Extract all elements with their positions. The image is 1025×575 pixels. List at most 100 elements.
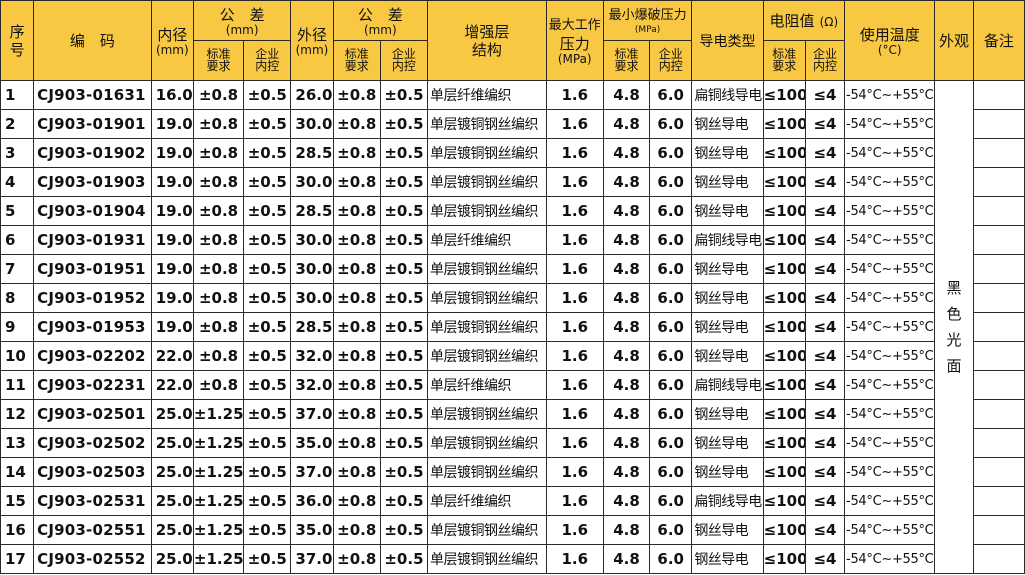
cell-max-working-pressure: 1.6 <box>545 167 604 197</box>
cell-conductor-type: 扁铜线导电 <box>691 80 764 110</box>
cell-inner-diameter: 25.0 <box>150 428 194 458</box>
cell-outer-diameter: 35.0 <box>290 428 334 458</box>
cell-burst-ent: 6.0 <box>649 515 693 545</box>
cell-code: CJ903-01951 <box>33 254 152 284</box>
cell-resistance-ent: ≤4 <box>804 167 846 197</box>
cell-inner-tol-std: ±0.8 <box>192 225 245 255</box>
cell-no: 7 <box>0 254 35 284</box>
header-outer-diameter: 外径 (mm) <box>290 0 334 81</box>
cell-burst-std: 4.8 <box>602 544 651 574</box>
cell-outer-diameter: 30.0 <box>290 225 334 255</box>
cell-inner-diameter: 19.0 <box>150 225 194 255</box>
cell-outer-tol-std: ±0.8 <box>332 312 381 342</box>
header-appearance: 外观 <box>934 0 974 81</box>
cell-temperature: -54°C~+55°C <box>844 196 936 226</box>
cell-outer-tol-ent: ±0.5 <box>379 109 429 139</box>
cell-outer-diameter: 37.0 <box>290 399 334 429</box>
cell-code: CJ903-01902 <box>33 138 152 168</box>
cell-code: CJ903-01953 <box>33 312 152 342</box>
cell-burst-ent: 6.0 <box>649 544 693 574</box>
cell-temperature: -54°C~+55°C <box>844 399 936 429</box>
cell-resistance-ent: ≤4 <box>804 399 846 429</box>
cell-inner-tol-ent: ±0.5 <box>243 196 292 226</box>
cell-remark <box>972 138 1025 168</box>
cell-code: CJ903-01901 <box>33 109 152 139</box>
table-row: 14 CJ903-02503 25.0 ±1.25 ±0.5 37.0 ±0.8 ±0.5 单层… <box>0 457 1025 487</box>
cell-inner-tol-std: ±0.8 <box>192 109 245 139</box>
cell-resistance-ent: ≤4 <box>804 109 846 139</box>
cell-outer-tol-ent: ±0.5 <box>379 428 429 458</box>
cell-conductor-type: 钢丝导电 <box>691 138 764 168</box>
cell-inner-diameter: 25.0 <box>150 486 194 516</box>
cell-resistance-ent: ≤4 <box>804 544 846 574</box>
cell-max-working-pressure: 1.6 <box>545 370 604 400</box>
cell-resistance-ent: ≤4 <box>804 225 846 255</box>
cell-burst-std: 4.8 <box>602 457 651 487</box>
cell-conductor-type: 钢丝导电 <box>691 399 764 429</box>
cell-burst-ent: 6.0 <box>649 167 693 197</box>
cell-outer-diameter: 35.0 <box>290 515 334 545</box>
cell-resistance-std: ≤100 <box>762 515 806 545</box>
cell-remark <box>972 109 1025 139</box>
header-reinforcement: 增强层 结构 <box>427 0 547 81</box>
cell-temperature: -54°C~+55°C <box>844 428 936 458</box>
cell-reinforcement: 单层镀铜钢丝编织 <box>427 254 547 284</box>
cell-outer-tol-ent: ±0.5 <box>379 225 429 255</box>
cell-resistance-ent: ≤4 <box>804 341 846 371</box>
cell-resistance-std: ≤100 <box>762 109 806 139</box>
cell-temperature: -54°C~+55°C <box>844 254 936 284</box>
cell-temperature: -54°C~+55°C <box>844 225 936 255</box>
cell-reinforcement: 单层镀铜钢丝编织 <box>427 138 547 168</box>
header-remark: 备注 <box>972 0 1025 81</box>
cell-resistance-std: ≤100 <box>762 80 806 110</box>
cell-inner-diameter: 19.0 <box>150 283 194 313</box>
table-row: 3 CJ903-01902 19.0 ±0.8 ±0.5 28.5 ±0.8 ±0.5 单层镀铜… <box>0 138 1025 168</box>
cell-inner-diameter: 19.0 <box>150 254 194 284</box>
cell-outer-diameter: 26.0 <box>290 80 334 110</box>
cell-outer-diameter: 28.5 <box>290 138 334 168</box>
cell-resistance-ent: ≤4 <box>804 428 846 458</box>
cell-outer-diameter: 28.5 <box>290 312 334 342</box>
cell-burst-ent: 6.0 <box>649 225 693 255</box>
cell-inner-tol-std: ±1.25 <box>192 515 245 545</box>
cell-burst-ent: 6.0 <box>649 254 693 284</box>
header-ent-ctrl: 企业内控 <box>243 40 292 81</box>
cell-resistance-std: ≤100 <box>762 225 806 255</box>
cell-remark <box>972 399 1025 429</box>
cell-inner-tol-ent: ±0.5 <box>243 312 292 342</box>
table-row: 10 CJ903-02202 22.0 ±0.8 ±0.5 32.0 ±0.8 ±0.5 单层镀… <box>0 341 1025 371</box>
table-row: 2 CJ903-01901 19.0 ±0.8 ±0.5 30.0 ±0.8 ±0.5 单层镀铜… <box>0 109 1025 139</box>
cell-remark <box>972 80 1025 110</box>
table-row: 1 CJ903-01631 16.0 ±0.8 ±0.5 26.0 ±0.8 ±0.5 单层纤维… <box>0 80 1025 574</box>
cell-inner-tol-ent: ±0.5 <box>243 341 292 371</box>
cell-inner-tol-ent: ±0.5 <box>243 283 292 313</box>
cell-conductor-type: 钢丝导电 <box>691 167 764 197</box>
header-ent-ctrl: 企业内控 <box>804 40 846 81</box>
table-row: 17 CJ903-02552 25.0 ±1.25 ±0.5 37.0 ±0.8 ±0.5 单层… <box>0 544 1025 574</box>
header-temperature: 使用温度 (°C) <box>844 0 936 81</box>
cell-remark <box>972 428 1025 458</box>
cell-burst-ent: 6.0 <box>649 109 693 139</box>
cell-temperature: -54°C~+55°C <box>844 167 936 197</box>
cell-resistance-std: ≤100 <box>762 428 806 458</box>
header-min-burst-pressure: 最小爆破压力 (MPa) <box>602 0 693 41</box>
cell-inner-tol-std: ±1.25 <box>192 428 245 458</box>
cell-no: 6 <box>0 225 35 255</box>
cell-outer-tol-ent: ±0.5 <box>379 138 429 168</box>
cell-outer-tol-ent: ±0.5 <box>379 457 429 487</box>
cell-outer-tol-ent: ±0.5 <box>379 544 429 574</box>
cell-inner-diameter: 22.0 <box>150 341 194 371</box>
table-row: 11 CJ903-02231 22.0 ±0.8 ±0.5 32.0 ±0.8 ±0.5 单层纤… <box>0 370 1025 400</box>
cell-inner-diameter: 16.0 <box>150 80 194 110</box>
cell-no: 15 <box>0 486 35 516</box>
cell-burst-ent: 6.0 <box>649 196 693 226</box>
cell-max-working-pressure: 1.6 <box>545 138 604 168</box>
cell-burst-std: 4.8 <box>602 138 651 168</box>
cell-reinforcement: 单层纤维编织 <box>427 370 547 400</box>
cell-outer-tol-std: ±0.8 <box>332 167 381 197</box>
cell-reinforcement: 单层镀铜钢丝编织 <box>427 283 547 313</box>
cell-outer-diameter: 28.5 <box>290 196 334 226</box>
cell-inner-tol-ent: ±0.5 <box>243 457 292 487</box>
cell-inner-tol-std: ±0.8 <box>192 312 245 342</box>
cell-max-working-pressure: 1.6 <box>545 428 604 458</box>
